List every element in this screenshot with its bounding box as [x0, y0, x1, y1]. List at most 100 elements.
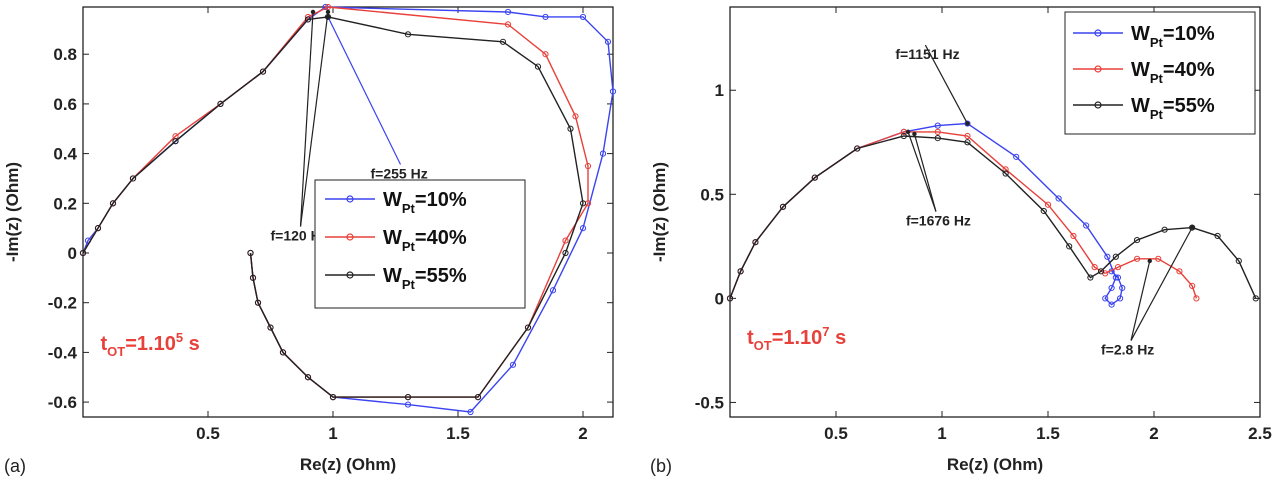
y-tick-label: 0.8 — [53, 45, 77, 64]
y-tick-label: 0 — [715, 289, 724, 308]
data-point — [474, 394, 482, 401]
legend-marker — [346, 271, 354, 279]
data-point — [1070, 232, 1077, 240]
data-point — [584, 162, 592, 170]
data-point — [549, 287, 557, 294]
data-point — [1104, 253, 1111, 260]
data-point — [1112, 253, 1119, 260]
data-point — [737, 268, 744, 275]
y-tick-label: -0.4 — [48, 343, 78, 362]
data-point — [249, 274, 257, 281]
data-point — [1066, 243, 1073, 250]
data-point — [779, 203, 787, 210]
data-point — [404, 401, 412, 408]
data-point — [1002, 166, 1009, 173]
data-point — [324, 3, 332, 11]
panel-a: -0.6 -0.4 -0.2 0 0.2 0.4 0.6 0.8 0.5 1 1.5 2 f=120… — [3, 3, 617, 476]
y-tick-label: -0.2 — [48, 294, 77, 313]
series-line-3 — [729, 135, 1257, 299]
x-axis-label-b: Re(z) (Ohm) — [947, 455, 1043, 474]
data-point — [217, 100, 224, 108]
data-point — [504, 8, 512, 16]
x-tick-label: 1 — [937, 424, 946, 443]
data-point — [934, 122, 941, 129]
data-point — [609, 88, 617, 95]
data-point — [964, 139, 971, 146]
x-tick-label: 2 — [1149, 424, 1158, 443]
data-point — [94, 225, 102, 232]
y-tick-label: 0.4 — [53, 145, 77, 164]
annotation-arrowhead — [325, 9, 331, 15]
annotation-arrowhead — [1189, 225, 1195, 230]
data-point — [404, 31, 412, 38]
data-point — [404, 394, 412, 401]
y-tick-label: 0.2 — [53, 194, 77, 213]
data-point — [811, 174, 818, 181]
data-point — [579, 225, 587, 232]
annotation-label: f=1151 Hz — [895, 46, 959, 62]
data-point — [599, 150, 607, 157]
data-point — [279, 349, 287, 356]
annotation-arrowhead — [1147, 258, 1152, 264]
data-point — [934, 135, 941, 142]
data-point — [1114, 264, 1122, 271]
y-tick-label: 0.6 — [53, 95, 77, 114]
legend-marker — [1094, 65, 1102, 73]
data-point — [1013, 153, 1020, 160]
data-point — [1044, 201, 1052, 208]
data-point — [964, 132, 971, 140]
annotation-label: f=2.8 Hz — [1101, 342, 1154, 358]
legend-marker — [346, 195, 354, 203]
condition-text: tOT=1.107 s — [747, 324, 846, 353]
y-tick-label: -0.6 — [48, 393, 77, 412]
x-tick-label: 0.5 — [196, 424, 220, 443]
annotation-arrow — [1130, 260, 1151, 341]
data-point — [1102, 295, 1109, 302]
data-point — [79, 249, 87, 257]
legend-a: WPt=10% WPt=40% WPt=55% — [314, 179, 526, 309]
annotation-arrowhead — [912, 131, 917, 137]
data-point — [1112, 274, 1119, 281]
y-axis-label-b: -Im(z) (Ohm) — [650, 162, 669, 262]
data-point — [109, 200, 117, 207]
data-point — [1133, 255, 1141, 262]
annotation-arrowhead — [325, 14, 331, 20]
x-tick-label: 2.5 — [1248, 424, 1272, 443]
condition-label-a: tOT=1.105 s — [101, 330, 200, 359]
data-point — [504, 21, 512, 28]
annotation-arrowhead — [905, 129, 911, 135]
data-point — [1114, 274, 1122, 281]
x-tick-label: 0.5 — [824, 424, 848, 443]
legend-label: WPt=55% — [383, 265, 467, 292]
data-point — [247, 249, 254, 257]
data-point — [172, 138, 179, 145]
data-point — [259, 68, 267, 75]
data-point — [726, 295, 734, 302]
data-point — [1108, 284, 1115, 292]
legend-marker — [346, 233, 354, 241]
data-point — [329, 394, 337, 401]
legend-label: WPt=10% — [383, 189, 467, 216]
data-point — [562, 237, 569, 244]
data-point — [964, 120, 971, 127]
data-point — [1252, 295, 1259, 302]
y-tick-label: 0 — [68, 244, 77, 263]
annotation-arrow — [1130, 227, 1193, 341]
panel-label-b: (b) — [650, 456, 672, 476]
data-point — [534, 63, 542, 70]
annotation-arrow — [299, 11, 314, 227]
data-point — [579, 13, 587, 21]
data-point — [1235, 257, 1242, 265]
data-point — [254, 299, 262, 306]
legend-label: WPt=40% — [1131, 59, 1215, 86]
panel-label-a: (a) — [4, 456, 26, 476]
x-tick-label: 1.5 — [1036, 424, 1060, 443]
condition-text: tOT=1.105 s — [101, 330, 200, 359]
data-point — [1087, 274, 1094, 281]
data-point — [752, 239, 759, 246]
series-line-3 — [82, 16, 584, 398]
y-tick-label: 1 — [715, 81, 724, 100]
data-point — [579, 200, 587, 207]
annotation-arrow — [327, 16, 402, 165]
